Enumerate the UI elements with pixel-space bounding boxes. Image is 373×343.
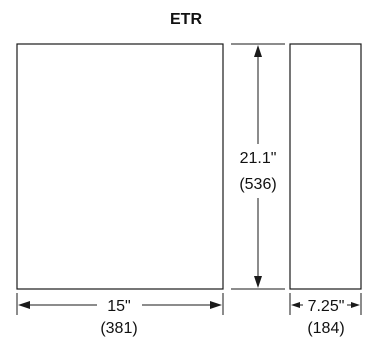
depth-inches-label: 7.25" — [308, 298, 345, 315]
side-view-panel — [289, 43, 362, 290]
width-dimension-line — [18, 301, 222, 309]
arrow-right-icon — [351, 302, 360, 308]
width-inches-label: 15" — [107, 298, 130, 315]
width-mm-label: (381) — [100, 320, 137, 337]
height-mm-label: (536) — [239, 176, 276, 193]
arrow-left-icon — [18, 301, 30, 309]
diagram-title: ETR — [170, 11, 202, 28]
arrow-right-icon — [210, 301, 222, 309]
front-view-panel — [16, 43, 224, 290]
arrow-down-icon — [254, 276, 262, 288]
depth-dimension-line — [291, 302, 360, 308]
height-inches-label: 21.1" — [240, 150, 277, 167]
depth-mm-label: (184) — [307, 320, 344, 337]
arrow-up-icon — [254, 45, 262, 57]
height-dimension-line — [254, 45, 262, 288]
arrow-left-icon — [291, 302, 300, 308]
